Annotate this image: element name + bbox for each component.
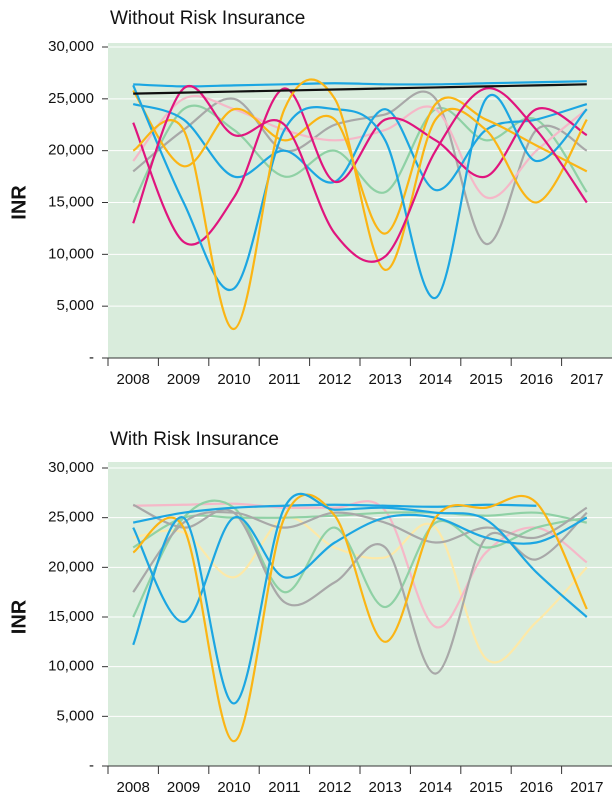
series-line [132,89,588,235]
x-tick-label: 2017 [570,779,603,796]
x-tick-label: 2014 [419,779,452,796]
y-tick-label: 5,000 [56,297,94,314]
series-line [132,499,588,618]
x-tick-label: 2009 [167,779,200,796]
x-tick-label: 2016 [520,779,553,796]
y-tick-label: 30,000 [48,459,94,476]
series-line [132,78,588,331]
x-tick-label: 2009 [167,371,200,388]
chart-title: With Risk Insurance [110,429,279,450]
x-tick-label: 2008 [117,779,150,796]
series-line [132,493,588,743]
series-line [132,84,588,299]
series-line [132,492,588,705]
series-line [132,503,537,524]
series-line [133,80,587,88]
y-tick-label: - [89,757,94,774]
y-tick-label: 20,000 [48,142,94,159]
x-tick-label: 2011 [268,371,300,388]
series-line [132,84,588,263]
x-tick-label: 2016 [520,371,553,388]
y-tick-label: 5,000 [56,707,94,724]
x-tick-label: 2008 [117,371,150,388]
x-tick-label: 2015 [469,779,502,796]
y-tick-label: 20,000 [48,558,94,575]
x-tick-label: 2017 [570,371,603,388]
y-tick-label: 15,000 [48,193,94,210]
y-tick-label: - [89,349,94,366]
x-tick-label: 2012 [318,779,351,796]
y-axis-label: INR [8,599,30,634]
series-line [132,513,588,624]
series-line [132,506,588,593]
y-tick-label: 10,000 [48,245,94,262]
y-tick-label: 25,000 [48,509,94,526]
series-line [133,83,587,95]
y-axis-label: INR [8,185,30,220]
series-line [133,516,588,664]
y-tick-label: 10,000 [48,658,94,675]
series-line [132,102,588,192]
x-tick-label: 2012 [318,371,351,388]
series-line [132,104,588,204]
y-tick-label: 30,000 [48,38,94,55]
x-tick-label: 2010 [217,371,250,388]
x-tick-label: 2013 [369,779,402,796]
x-tick-label: 2015 [469,371,502,388]
y-tick-label: 25,000 [48,90,94,107]
x-tick-label: 2010 [217,779,250,796]
x-tick-label: 2011 [268,779,300,796]
chart-title: Without Risk Insurance [110,8,305,29]
x-tick-label: 2013 [369,371,402,388]
y-tick-label: 15,000 [48,608,94,625]
x-tick-label: 2014 [419,371,452,388]
